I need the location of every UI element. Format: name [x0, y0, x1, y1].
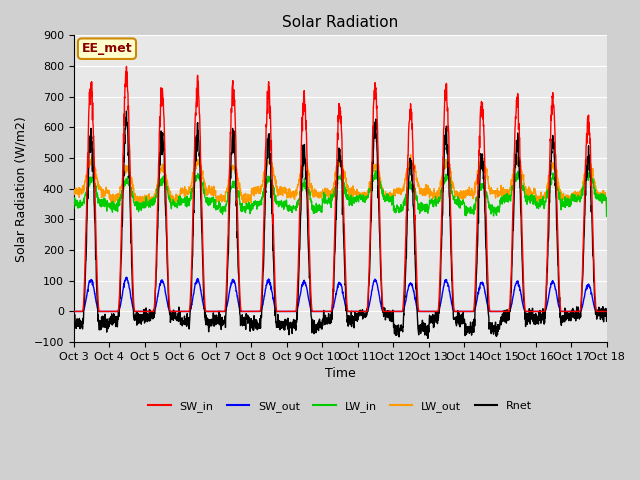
Rnet	[367, 219, 375, 225]
SW_out	[123, 274, 131, 280]
Line: SW_out: SW_out	[74, 277, 607, 312]
SW_in	[603, 309, 611, 314]
SW_in	[123, 63, 131, 69]
SW_out	[367, 293, 375, 299]
SW_in	[495, 309, 503, 314]
Rnet	[603, 318, 611, 324]
SW_out	[219, 309, 227, 314]
SW_out	[356, 309, 364, 314]
Rnet	[356, 309, 364, 315]
LW_in	[355, 193, 363, 199]
LW_in	[372, 168, 380, 173]
SW_in	[70, 309, 77, 314]
Line: LW_out: LW_out	[74, 155, 607, 207]
Rnet	[123, 108, 131, 114]
LW_in	[70, 205, 77, 211]
LW_out	[367, 179, 374, 184]
SW_out	[70, 309, 77, 314]
Line: LW_in: LW_in	[74, 170, 607, 216]
LW_in	[556, 190, 563, 195]
LW_in	[367, 182, 374, 188]
LW_in	[571, 196, 579, 202]
Rnet	[424, 336, 432, 341]
LW_out	[603, 204, 611, 210]
Text: EE_met: EE_met	[82, 42, 132, 55]
SW_out	[571, 309, 579, 314]
SW_out	[556, 307, 563, 312]
SW_in	[556, 293, 563, 299]
LW_out	[556, 191, 563, 196]
LW_out	[495, 193, 503, 199]
LW_in	[218, 204, 226, 210]
SW_in	[356, 309, 364, 314]
Line: SW_in: SW_in	[74, 66, 607, 312]
LW_in	[603, 214, 611, 219]
SW_out	[603, 309, 611, 314]
Rnet	[219, 323, 227, 328]
Rnet	[70, 325, 77, 331]
Rnet	[556, 309, 564, 314]
LW_in	[495, 208, 503, 214]
SW_out	[495, 309, 503, 314]
LW_out	[355, 194, 363, 200]
SW_in	[571, 309, 579, 314]
Legend: SW_in, SW_out, LW_in, LW_out, Rnet: SW_in, SW_out, LW_in, LW_out, Rnet	[144, 397, 536, 417]
Rnet	[571, 315, 579, 321]
LW_out	[571, 194, 579, 200]
Line: Rnet: Rnet	[74, 111, 607, 338]
SW_in	[219, 309, 227, 314]
SW_in	[367, 196, 375, 202]
LW_out	[218, 196, 226, 202]
LW_out	[70, 188, 77, 193]
Rnet	[495, 326, 503, 332]
Y-axis label: Solar Radiation (W/m2): Solar Radiation (W/m2)	[15, 116, 28, 262]
Title: Solar Radiation: Solar Radiation	[282, 15, 398, 30]
X-axis label: Time: Time	[324, 367, 355, 380]
LW_out	[407, 152, 415, 157]
